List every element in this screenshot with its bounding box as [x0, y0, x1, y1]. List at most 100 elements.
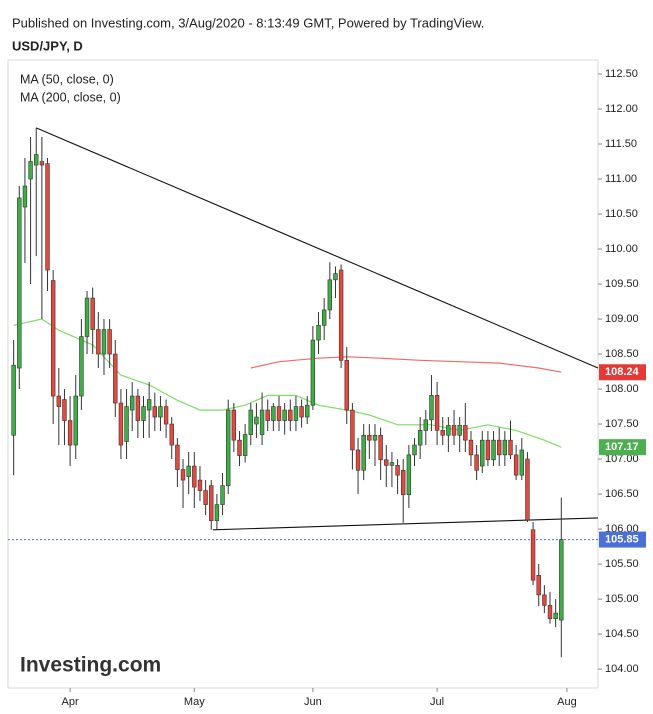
- candle-body: [406, 454, 412, 496]
- ma-line: [13, 318, 562, 448]
- candle-body: [316, 325, 321, 341]
- y-tick-label: 108.00: [605, 383, 639, 395]
- candle-body: [265, 409, 270, 421]
- candle-body: [197, 479, 203, 491]
- candle-body: [361, 434, 366, 471]
- candle-body: [79, 336, 84, 397]
- y-tick-label: 106.50: [605, 488, 639, 500]
- y-tick-label: 109.00: [605, 313, 639, 325]
- candle-body: [338, 269, 344, 361]
- candle-body: [203, 490, 208, 505]
- candle-body: [344, 360, 349, 411]
- candle-body: [288, 409, 293, 421]
- candle-body: [146, 399, 152, 411]
- logo: Investing.com: [20, 654, 161, 677]
- candle-body: [220, 485, 225, 505]
- candle-body: [542, 594, 547, 606]
- candle-body: [192, 465, 197, 488]
- candle-body: [39, 161, 45, 166]
- candle-body: [22, 185, 28, 208]
- candle-body: [502, 439, 508, 456]
- candle-body: [446, 425, 451, 436]
- candle-body: [45, 163, 50, 271]
- candle-body: [135, 395, 141, 421]
- candle-body: [293, 406, 299, 421]
- legend-entry: MA (50, close, 0): [20, 72, 114, 86]
- candle-body: [367, 434, 372, 441]
- candle-body: [474, 454, 479, 471]
- candle-body: [395, 465, 400, 476]
- price-box: [599, 531, 646, 548]
- x-tick-label: Aug: [557, 696, 577, 708]
- candle-body: [491, 439, 496, 461]
- candle-body: [434, 395, 440, 431]
- candle-body: [525, 458, 530, 521]
- candle-body: [113, 353, 118, 404]
- candle-body: [508, 439, 513, 456]
- candle-body: [124, 406, 129, 442]
- chart-title: USD/JPY, D: [12, 38, 83, 53]
- candle-body: [158, 406, 163, 418]
- candle-body: [321, 309, 327, 326]
- candle-body: [107, 329, 112, 355]
- candle-body: [384, 459, 389, 466]
- candle-body: [73, 395, 78, 446]
- header: Published on Investing.com, 3/Aug/2020 -…: [12, 15, 484, 30]
- candle-body: [209, 485, 214, 521]
- y-tick-label: 107.50: [605, 418, 639, 430]
- candle-body: [84, 297, 90, 337]
- candle-body: [130, 395, 135, 411]
- candle-body: [429, 395, 434, 421]
- candle-body: [350, 409, 355, 451]
- plot-frame: [7, 59, 599, 689]
- candle-body: [485, 439, 491, 461]
- candle-body: [553, 612, 558, 619]
- candle-body: [310, 339, 316, 406]
- y-tick-label: 110.00: [605, 243, 638, 255]
- candle-body: [141, 406, 146, 421]
- candle-body: [457, 425, 462, 436]
- candle-body: [513, 454, 519, 476]
- candle-body: [547, 605, 553, 619]
- candle-body: [401, 469, 406, 496]
- y-tick-label: 107.00: [605, 453, 639, 465]
- y-tick-label: 111.00: [605, 173, 637, 185]
- x-tick-label: Apr: [62, 696, 79, 708]
- candle-body: [152, 406, 157, 418]
- candle-body: [67, 420, 73, 446]
- y-tick-label: 109.50: [605, 278, 639, 290]
- candle-body: [118, 402, 124, 446]
- candle-body: [34, 154, 39, 166]
- candle-body: [254, 416, 259, 425]
- candle-body: [372, 434, 378, 441]
- candle-body: [231, 409, 237, 441]
- trend-line: [212, 517, 599, 531]
- price-box: [599, 439, 646, 456]
- candle-body: [214, 504, 220, 521]
- y-tick-label: 110.50: [605, 208, 638, 220]
- legend-entry: MA (200, close, 0): [20, 90, 121, 104]
- y-tick-label: 105.00: [605, 593, 639, 605]
- y-tick-label: 104.00: [605, 663, 639, 675]
- candle-body: [423, 419, 428, 431]
- price-box-label: 105.85: [605, 533, 639, 545]
- candle-body: [333, 273, 338, 281]
- candle-body: [355, 449, 361, 471]
- y-tick-label: 112.50: [605, 68, 638, 80]
- candle-body: [28, 161, 33, 180]
- candle-body: [90, 297, 95, 330]
- x-tick-label: May: [184, 696, 205, 708]
- candle-body: [536, 574, 541, 596]
- candle-body: [169, 423, 174, 446]
- candle-body: [451, 425, 457, 436]
- candle-body: [248, 409, 253, 435]
- price-box-label: 107.17: [605, 441, 639, 453]
- candle-body: [480, 439, 485, 467]
- candle-body: [463, 425, 468, 441]
- candle-body: [17, 197, 22, 369]
- trend-line: [35, 127, 599, 369]
- y-tick-label: 108.50: [605, 348, 639, 360]
- candle-body: [530, 529, 536, 581]
- candle-body: [175, 444, 180, 470]
